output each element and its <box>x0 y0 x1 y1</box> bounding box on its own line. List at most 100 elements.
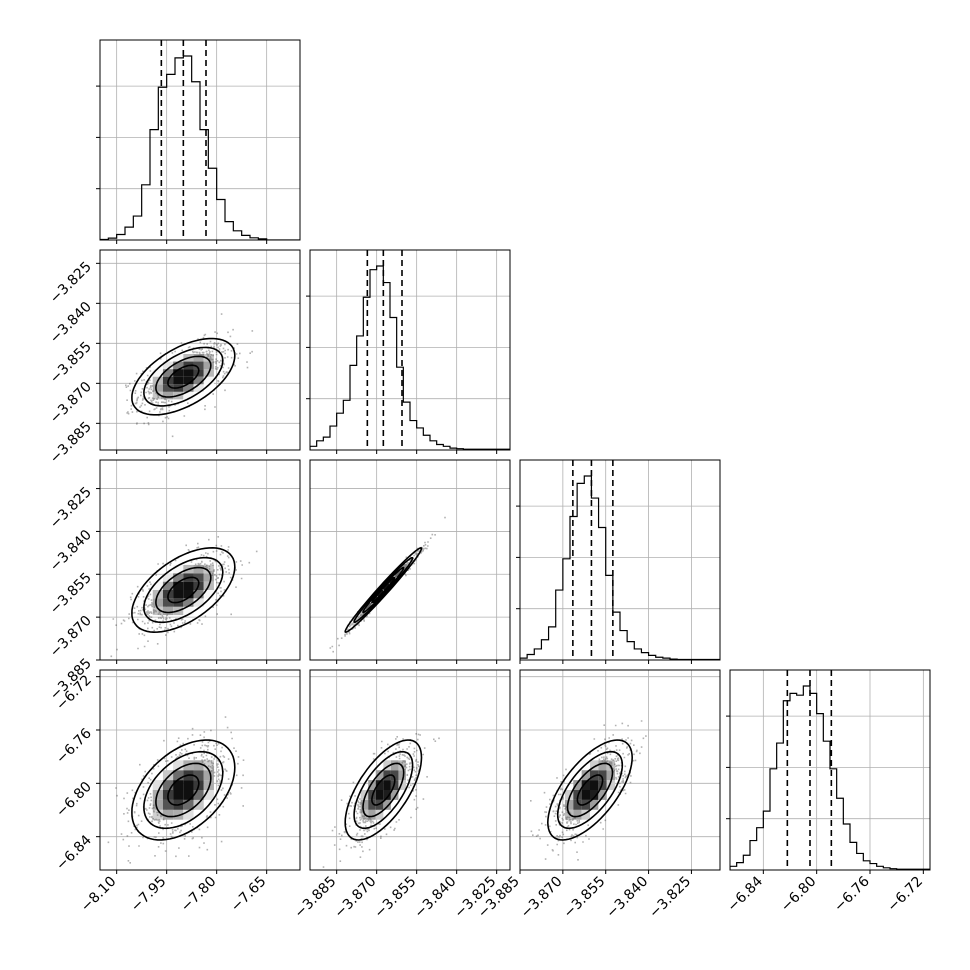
density-cell <box>173 361 184 370</box>
scatter-panel-2-3 <box>519 669 721 871</box>
contour-level-3 <box>344 546 423 634</box>
contour-level-0 <box>167 364 200 389</box>
density-cell <box>365 603 372 610</box>
density-cell <box>193 799 204 810</box>
y-tick-label: −3.855 <box>47 339 95 387</box>
y-tick-label: −3.870 <box>47 613 95 661</box>
density-cell <box>183 606 194 616</box>
density-cell <box>203 790 214 800</box>
contour-level-3 <box>344 739 423 841</box>
contour-level-2 <box>143 346 224 407</box>
scatter-points <box>329 516 446 653</box>
density-cell <box>573 799 582 810</box>
contour-level-3 <box>131 546 236 634</box>
x-tick-label: −6.76 <box>831 873 873 915</box>
density-cell <box>203 353 214 362</box>
density-cell <box>193 598 204 607</box>
contour-level-3 <box>131 739 236 841</box>
density-cell <box>162 581 174 590</box>
density-cell <box>193 770 204 781</box>
scatter-panel-0-2 <box>99 459 301 661</box>
density-cell <box>173 573 184 582</box>
contour-level-1 <box>362 762 405 818</box>
density-cell <box>162 384 174 392</box>
contour-level-0 <box>576 774 604 806</box>
density-cell <box>173 369 184 377</box>
density-cell <box>375 809 384 820</box>
density-cell <box>375 799 384 810</box>
histogram-panel-3 <box>726 669 931 871</box>
x-tick-label: −3.840 <box>412 874 460 922</box>
density-cell <box>173 780 184 790</box>
density-cell <box>183 760 194 771</box>
density-cell <box>598 790 607 800</box>
density-cell <box>183 799 194 810</box>
histogram-step-2 <box>520 475 720 660</box>
density-cell <box>162 606 174 616</box>
density-cell <box>183 590 194 599</box>
contour-level-3 <box>546 739 634 841</box>
density-cell <box>173 790 184 800</box>
y-tick-label: −3.840 <box>47 527 95 575</box>
contour-level-1 <box>155 566 212 614</box>
density-cell <box>152 598 163 607</box>
density-cell <box>375 780 384 790</box>
panel-frame <box>309 669 511 871</box>
density-cell <box>193 361 204 370</box>
panel-frame <box>99 459 301 661</box>
histogram-panel-0 <box>96 39 301 241</box>
density-cell <box>162 799 174 810</box>
density-cell <box>183 790 194 800</box>
density-cell <box>573 809 582 820</box>
density-cell <box>173 564 184 574</box>
density-cell <box>173 760 184 771</box>
density-cell <box>368 809 376 820</box>
density-cell <box>152 384 163 392</box>
y-tick-label: −6.84 <box>53 832 95 874</box>
density-cell <box>398 770 407 781</box>
density-cell <box>390 760 399 771</box>
density-cell <box>193 564 204 574</box>
x-tick-label: −7.95 <box>128 874 170 916</box>
density-cell <box>389 577 396 584</box>
density-cell <box>162 598 174 607</box>
x-tick-label: −3.840 <box>603 874 651 922</box>
panel-frame <box>519 459 721 661</box>
density-cell <box>152 790 163 800</box>
density-cell <box>383 780 391 790</box>
density-cell <box>193 376 204 385</box>
x-tick-label: −6.80 <box>778 874 820 916</box>
density-cell <box>173 590 184 599</box>
density-cell <box>581 790 590 800</box>
contour-level-0 <box>167 774 200 806</box>
density-cell <box>162 770 174 781</box>
density-cell <box>183 809 194 820</box>
density-cell <box>183 780 194 790</box>
density-cell <box>606 780 616 790</box>
scatter-points <box>530 720 647 861</box>
density-cell <box>564 799 574 810</box>
density-cell <box>383 799 391 810</box>
y-tick-label: −3.840 <box>47 299 95 347</box>
density-cell <box>162 780 174 790</box>
density-cell <box>581 780 590 790</box>
contour-level-0 <box>371 774 396 806</box>
y-tick-label: −3.825 <box>47 259 95 307</box>
density-cell <box>573 780 582 790</box>
density-cell <box>590 780 599 790</box>
density-cell <box>193 790 204 800</box>
x-tick-label: −3.870 <box>518 874 566 922</box>
density-cell <box>590 799 599 810</box>
contour-level-0 <box>167 576 200 604</box>
density-cell <box>598 760 607 771</box>
density-cell <box>383 770 391 781</box>
density-cell <box>590 770 599 781</box>
density-cell <box>193 353 204 362</box>
density-cell <box>395 570 401 577</box>
contour-level-0 <box>371 576 396 604</box>
y-tick-label: −6.76 <box>53 725 95 767</box>
y-tick-label: −3.855 <box>47 570 95 618</box>
density-cell <box>152 799 163 810</box>
density-cell <box>162 361 174 370</box>
